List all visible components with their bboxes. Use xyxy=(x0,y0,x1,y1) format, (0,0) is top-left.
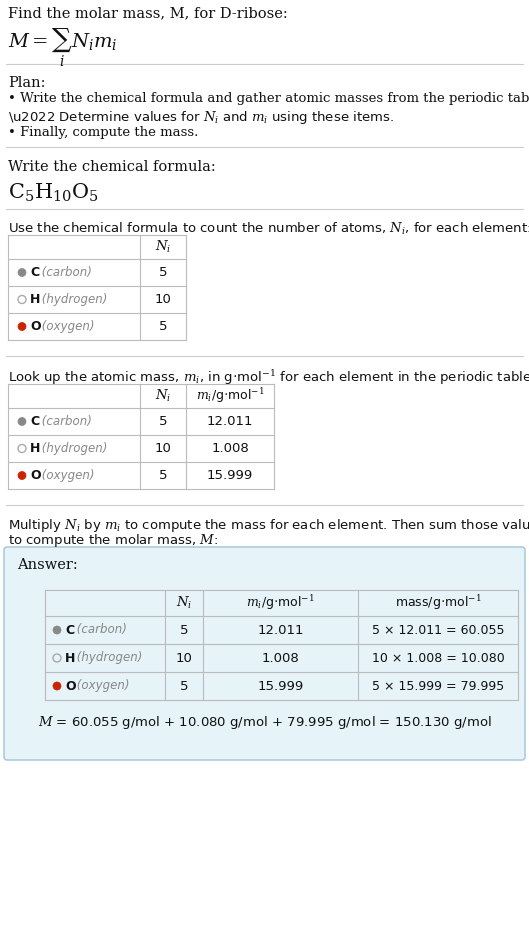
Text: H: H xyxy=(30,293,40,306)
Circle shape xyxy=(18,472,26,479)
Text: C: C xyxy=(65,624,74,637)
Text: (carbon): (carbon) xyxy=(73,624,127,637)
Text: to compute the molar mass, $M$:: to compute the molar mass, $M$: xyxy=(8,532,218,549)
Text: $m_i$/g$\cdot$mol$^{-1}$: $m_i$/g$\cdot$mol$^{-1}$ xyxy=(196,386,264,405)
Text: 5: 5 xyxy=(159,320,167,333)
Text: Answer:: Answer: xyxy=(17,558,78,572)
Text: $N_i$: $N_i$ xyxy=(176,595,192,611)
Text: $N_i$: $N_i$ xyxy=(155,239,171,255)
Text: H: H xyxy=(30,442,40,455)
Text: 5: 5 xyxy=(180,679,188,692)
Text: (oxygen): (oxygen) xyxy=(38,469,95,482)
Text: O: O xyxy=(30,469,41,482)
Text: • Finally, compute the mass.: • Finally, compute the mass. xyxy=(8,126,198,139)
Text: O: O xyxy=(65,679,76,692)
Text: 5: 5 xyxy=(180,624,188,637)
Circle shape xyxy=(53,626,61,634)
Text: 5: 5 xyxy=(159,266,167,279)
Text: (hydrogen): (hydrogen) xyxy=(38,293,107,306)
Text: (carbon): (carbon) xyxy=(38,266,92,279)
Circle shape xyxy=(18,322,26,331)
Text: H: H xyxy=(65,652,75,664)
Text: 15.999: 15.999 xyxy=(207,469,253,482)
Text: 10: 10 xyxy=(176,652,193,664)
Text: 10 × 1.008 = 10.080: 10 × 1.008 = 10.080 xyxy=(372,652,504,664)
Circle shape xyxy=(18,417,26,426)
Text: (oxygen): (oxygen) xyxy=(38,320,95,333)
Text: Plan:: Plan: xyxy=(8,76,45,90)
Text: Find the molar mass, M, for D-ribose:: Find the molar mass, M, for D-ribose: xyxy=(8,6,288,20)
Text: 10: 10 xyxy=(154,293,171,306)
Text: 15.999: 15.999 xyxy=(258,679,304,692)
Text: 5: 5 xyxy=(159,469,167,482)
Text: 5: 5 xyxy=(159,415,167,428)
Text: (hydrogen): (hydrogen) xyxy=(73,652,142,664)
Text: 5 × 12.011 = 60.055: 5 × 12.011 = 60.055 xyxy=(372,624,504,637)
Text: O: O xyxy=(30,320,41,333)
Text: C: C xyxy=(30,266,39,279)
Text: 12.011: 12.011 xyxy=(207,415,253,428)
Text: C: C xyxy=(30,415,39,428)
Text: Look up the atomic mass, $m_i$, in g$\cdot$mol$^{-1}$ for each element in the pe: Look up the atomic mass, $m_i$, in g$\cd… xyxy=(8,368,529,387)
Text: (carbon): (carbon) xyxy=(38,415,92,428)
Text: \u2022 Determine values for $N_i$ and $m_i$ using these items.: \u2022 Determine values for $N_i$ and $m… xyxy=(8,109,394,126)
Text: $M$ = 60.055 g/mol + 10.080 g/mol + 79.995 g/mol = 150.130 g/mol: $M$ = 60.055 g/mol + 10.080 g/mol + 79.9… xyxy=(38,714,491,731)
Text: $M = \sum_i N_i m_i$: $M = \sum_i N_i m_i$ xyxy=(8,27,117,70)
Circle shape xyxy=(18,268,26,277)
Text: $N_i$: $N_i$ xyxy=(155,388,171,404)
Text: • Write the chemical formula and gather atomic masses from the periodic table.: • Write the chemical formula and gather … xyxy=(8,92,529,105)
Text: Use the chemical formula to count the number of atoms, $N_i$, for each element:: Use the chemical formula to count the nu… xyxy=(8,221,529,237)
Text: 1.008: 1.008 xyxy=(262,652,299,664)
Text: 12.011: 12.011 xyxy=(257,624,304,637)
Text: Multiply $N_i$ by $m_i$ to compute the mass for each element. Then sum those val: Multiply $N_i$ by $m_i$ to compute the m… xyxy=(8,517,529,534)
Text: (hydrogen): (hydrogen) xyxy=(38,442,107,455)
Text: (oxygen): (oxygen) xyxy=(73,679,130,692)
Circle shape xyxy=(53,682,61,690)
Text: 10: 10 xyxy=(154,442,171,455)
Text: 1.008: 1.008 xyxy=(211,442,249,455)
Text: mass/g$\cdot$mol$^{-1}$: mass/g$\cdot$mol$^{-1}$ xyxy=(395,593,481,612)
FancyBboxPatch shape xyxy=(4,547,525,760)
Text: Write the chemical formula:: Write the chemical formula: xyxy=(8,160,216,174)
Text: $\mathrm{C_5H_{10}O_5}$: $\mathrm{C_5H_{10}O_5}$ xyxy=(8,182,99,204)
Text: $m_i$/g$\cdot$mol$^{-1}$: $m_i$/g$\cdot$mol$^{-1}$ xyxy=(246,593,315,612)
Text: 5 × 15.999 = 79.995: 5 × 15.999 = 79.995 xyxy=(372,679,504,692)
